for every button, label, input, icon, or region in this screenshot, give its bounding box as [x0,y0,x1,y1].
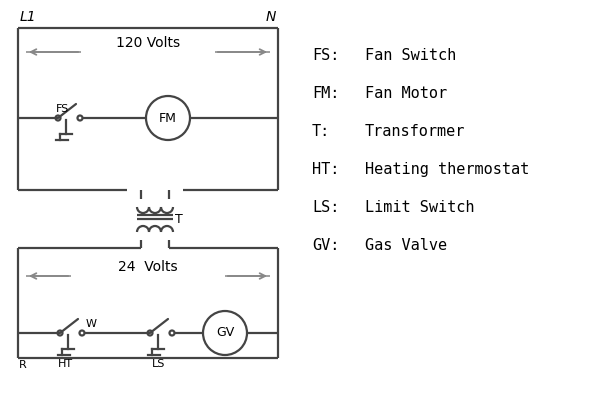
Text: HT:: HT: [312,162,339,177]
Text: R: R [19,360,27,370]
Text: GV:: GV: [312,238,339,253]
Text: 120 Volts: 120 Volts [116,36,180,50]
Text: FS: FS [56,104,69,114]
Text: T: T [175,213,183,226]
Text: Transformer: Transformer [365,124,466,139]
Text: FM: FM [159,112,177,124]
Text: GV: GV [216,326,234,340]
Text: L1: L1 [20,10,37,24]
Text: T:: T: [312,124,330,139]
Text: Fan Motor: Fan Motor [365,86,447,101]
Text: N: N [266,10,276,24]
Text: FS:: FS: [312,48,339,63]
Text: 24  Volts: 24 Volts [118,260,178,274]
Text: LS: LS [152,359,165,369]
Text: Limit Switch: Limit Switch [365,200,474,215]
Text: Heating thermostat: Heating thermostat [365,162,529,177]
Text: HT: HT [58,359,73,369]
Text: Fan Switch: Fan Switch [365,48,456,63]
Text: Gas Valve: Gas Valve [365,238,447,253]
Text: W: W [86,319,97,329]
Text: LS:: LS: [312,200,339,215]
Text: FM:: FM: [312,86,339,101]
